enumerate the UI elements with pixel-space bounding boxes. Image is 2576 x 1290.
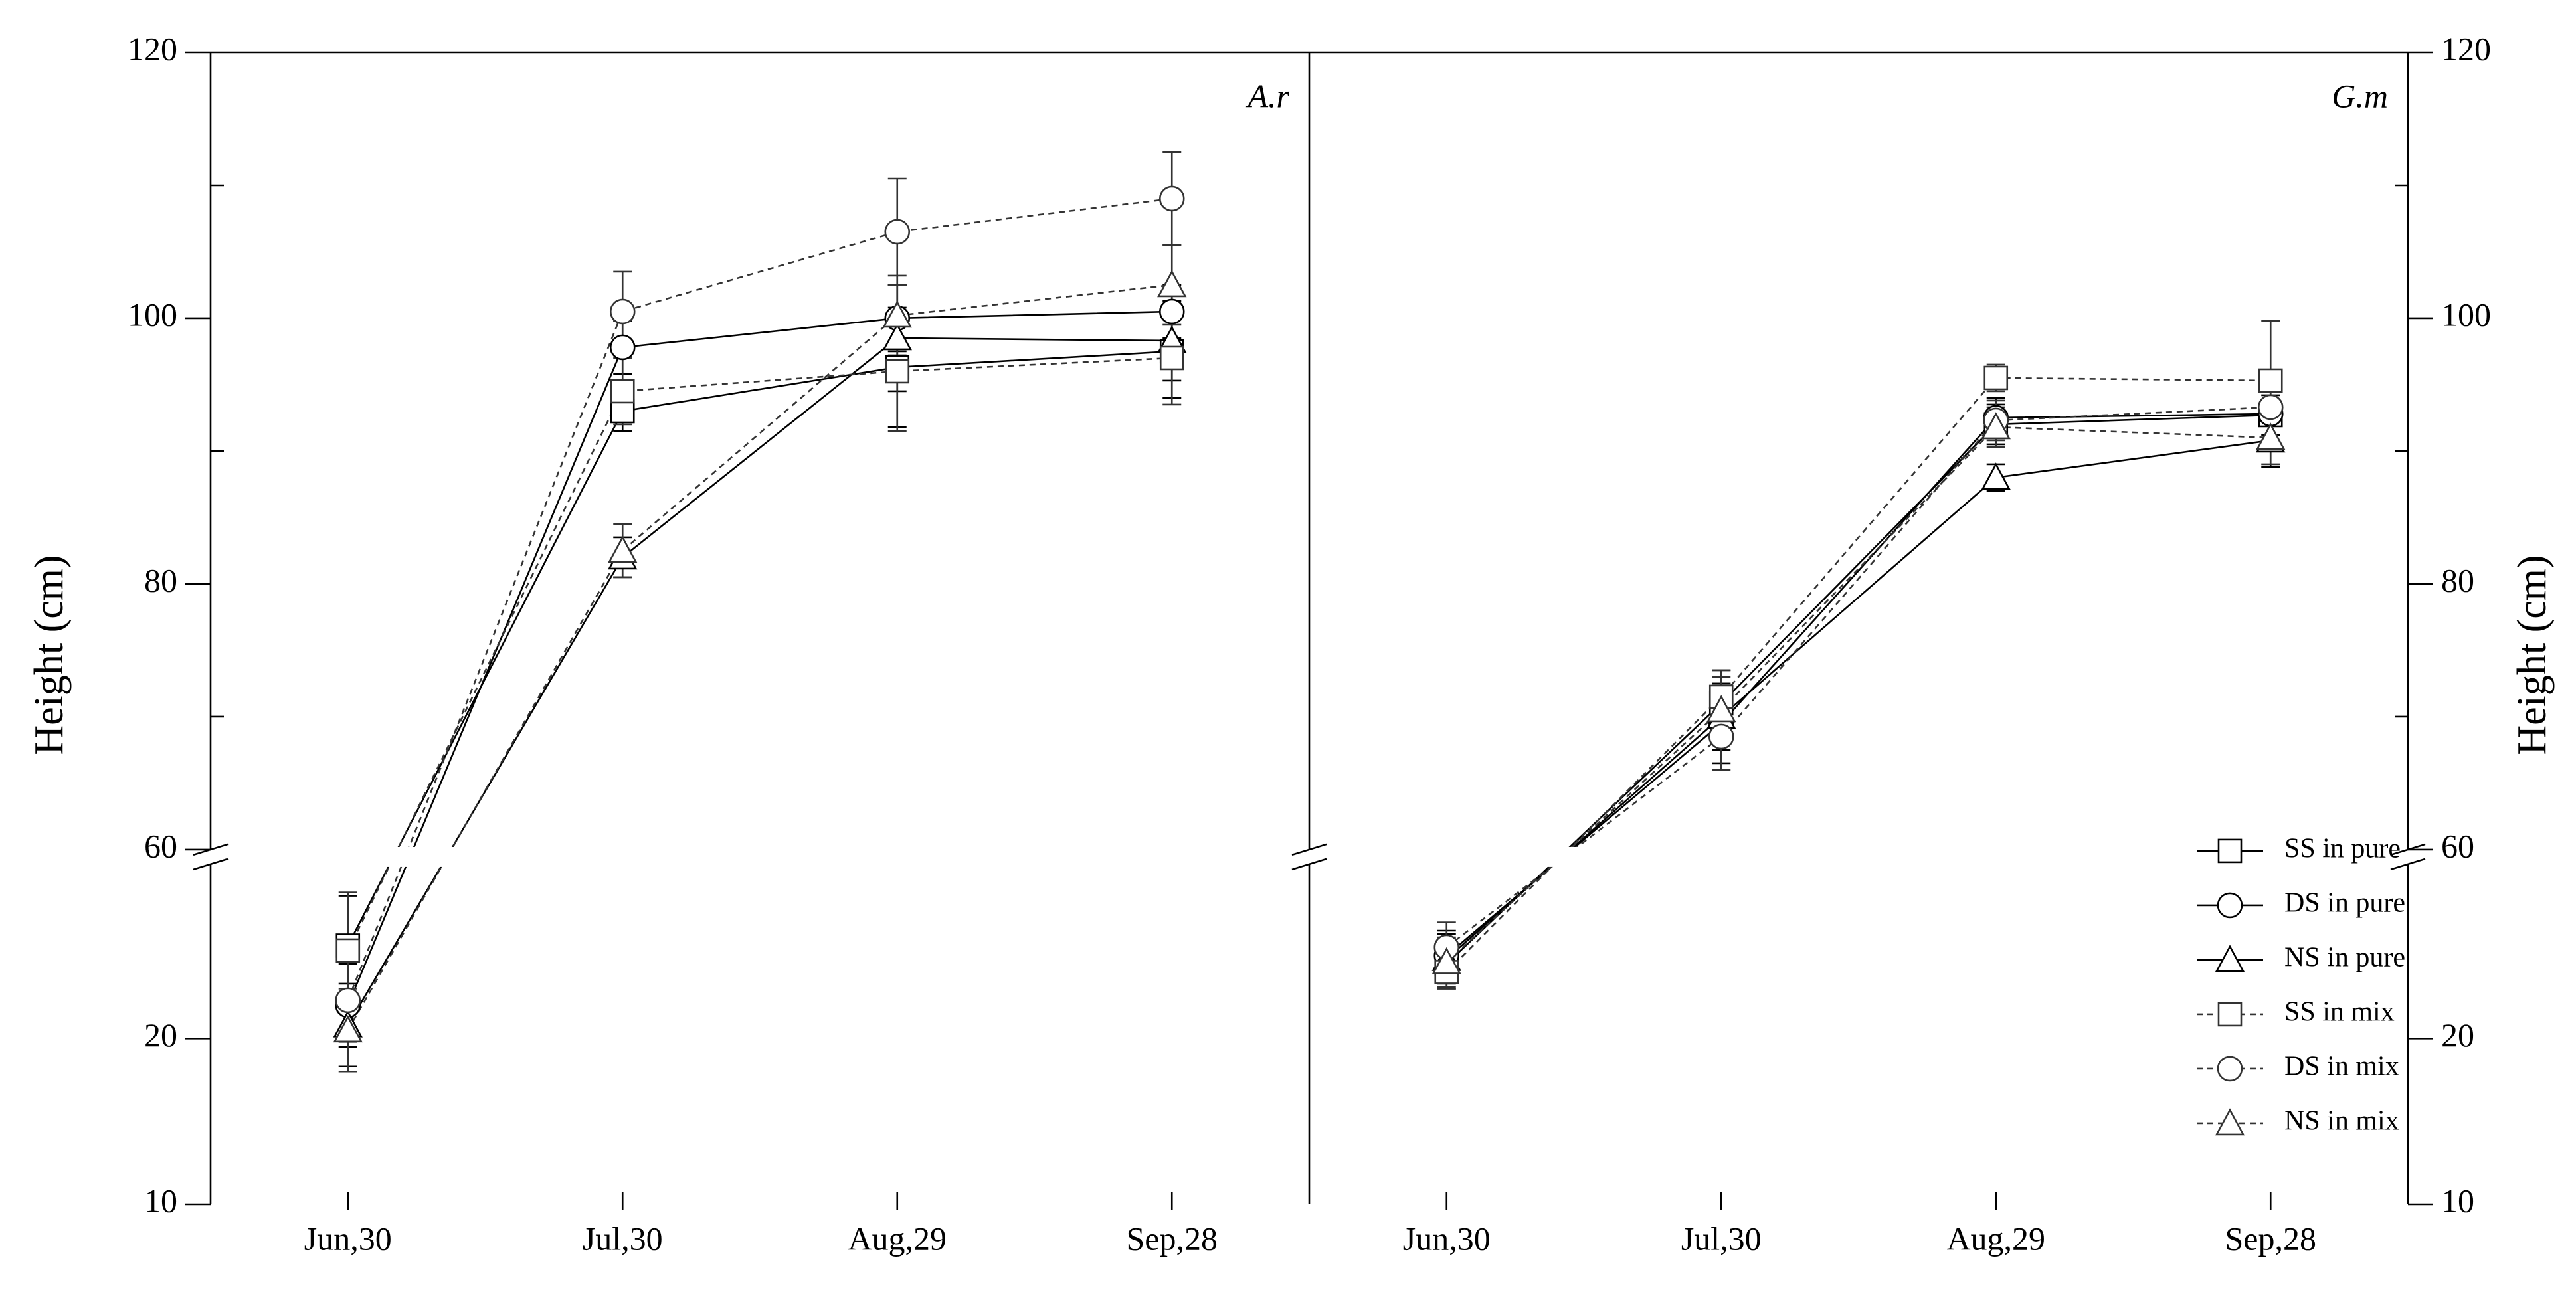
x-tick-label: Sep,28 — [2225, 1220, 2317, 1257]
y-tick-label: 10 — [144, 1182, 177, 1219]
legend-marker — [2217, 1002, 2243, 1027]
legend-marker — [2215, 1108, 2245, 1136]
axis-break-mark — [1291, 843, 1327, 856]
axis-break-mark — [2390, 858, 2426, 871]
axis-break-mark — [193, 858, 229, 871]
data-point — [882, 300, 912, 328]
series-line — [1445, 406, 2271, 949]
series-line — [1445, 439, 2271, 960]
x-tick-label: Aug,29 — [848, 1220, 947, 1257]
x-tick-label: Aug,29 — [1946, 1220, 2045, 1257]
data-point — [609, 298, 636, 325]
series-line — [347, 197, 1172, 1001]
x-tick-label: Jun,30 — [1403, 1220, 1491, 1257]
data-point — [608, 535, 638, 563]
data-point — [335, 938, 361, 963]
data-point — [610, 379, 635, 404]
y-tick-label: 20 — [144, 1016, 177, 1054]
series-line — [1445, 413, 2271, 957]
axis-break-band — [1289, 846, 2428, 867]
y-tick-label: 10 — [2441, 1182, 2474, 1219]
panel-label: G.m — [2332, 77, 2388, 114]
data-point — [1158, 298, 1185, 325]
legend-marker — [2217, 892, 2243, 919]
data-point — [882, 323, 912, 351]
legend-marker — [2217, 838, 2243, 864]
axis-break-band — [191, 846, 1329, 867]
y-axis-label: Height (cm) — [27, 555, 72, 755]
series-line — [1445, 426, 2271, 963]
axis-break-mark — [1291, 858, 1327, 871]
y-tick-label: 120 — [128, 30, 177, 67]
x-tick-label: Sep,28 — [1127, 1220, 1218, 1257]
series-line — [347, 337, 1172, 1026]
legend-marker — [2215, 945, 2245, 972]
data-point — [1981, 462, 2011, 490]
data-point — [1159, 345, 1184, 371]
series-line — [347, 357, 1172, 951]
data-point — [1981, 412, 2011, 440]
data-point — [2257, 394, 2284, 420]
data-point — [2256, 422, 2286, 450]
y-tick-label: 80 — [144, 561, 177, 599]
data-point — [1708, 723, 1734, 750]
series-line — [1445, 377, 2271, 973]
y-tick-label: 60 — [2441, 827, 2474, 864]
y-tick-label: 80 — [2441, 561, 2474, 599]
panel-label: A.r — [1246, 77, 1290, 114]
data-point — [333, 1015, 363, 1043]
y-axis-label: Height (cm) — [2510, 555, 2555, 755]
legend-label: DS in pure — [2284, 888, 2405, 919]
series-line — [347, 284, 1172, 1031]
legend-label: SS in mix — [2284, 997, 2395, 1028]
data-point — [1706, 695, 1736, 723]
y-tick-label: 100 — [2441, 296, 2491, 333]
series-line — [1445, 414, 2271, 965]
x-tick-label: Jul,30 — [583, 1220, 663, 1257]
legend-marker — [2217, 1056, 2243, 1082]
data-point — [1158, 185, 1185, 212]
x-tick-label: Jun,30 — [304, 1220, 392, 1257]
series-line — [347, 310, 1172, 1006]
data-point — [609, 334, 636, 361]
legend-label: SS in pure — [2284, 834, 2401, 864]
legend-label: NS in pure — [2284, 943, 2405, 973]
data-point — [2258, 368, 2283, 393]
data-point — [335, 987, 361, 1014]
x-tick-label: Jul,30 — [1681, 1220, 1762, 1257]
y-tick-label: 120 — [2441, 30, 2491, 67]
data-point — [885, 359, 910, 384]
legend-label: NS in mix — [2284, 1106, 2399, 1137]
legend-label: DS in mix — [2284, 1052, 2399, 1082]
y-tick-label: 100 — [128, 296, 177, 333]
y-tick-label: 20 — [2441, 1016, 2474, 1054]
data-point — [1157, 270, 1187, 298]
data-point — [1431, 947, 1461, 974]
data-point — [884, 219, 911, 245]
y-tick-label: 60 — [144, 827, 177, 864]
data-point — [1983, 365, 2009, 391]
